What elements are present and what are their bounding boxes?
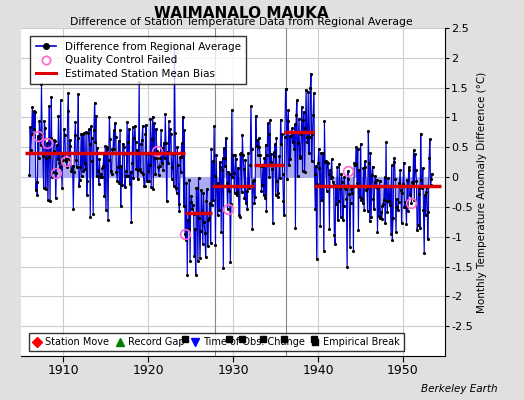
Text: Berkeley Earth: Berkeley Earth — [421, 384, 498, 394]
Text: Difference of Station Temperature Data from Regional Average: Difference of Station Temperature Data f… — [70, 17, 412, 27]
Y-axis label: Monthly Temperature Anomaly Difference (°C): Monthly Temperature Anomaly Difference (… — [477, 71, 487, 313]
Text: WAIMANALO MAUKA: WAIMANALO MAUKA — [154, 6, 329, 21]
Legend: Station Move, Record Gap, Time of Obs. Change, Empirical Break: Station Move, Record Gap, Time of Obs. C… — [29, 333, 404, 351]
